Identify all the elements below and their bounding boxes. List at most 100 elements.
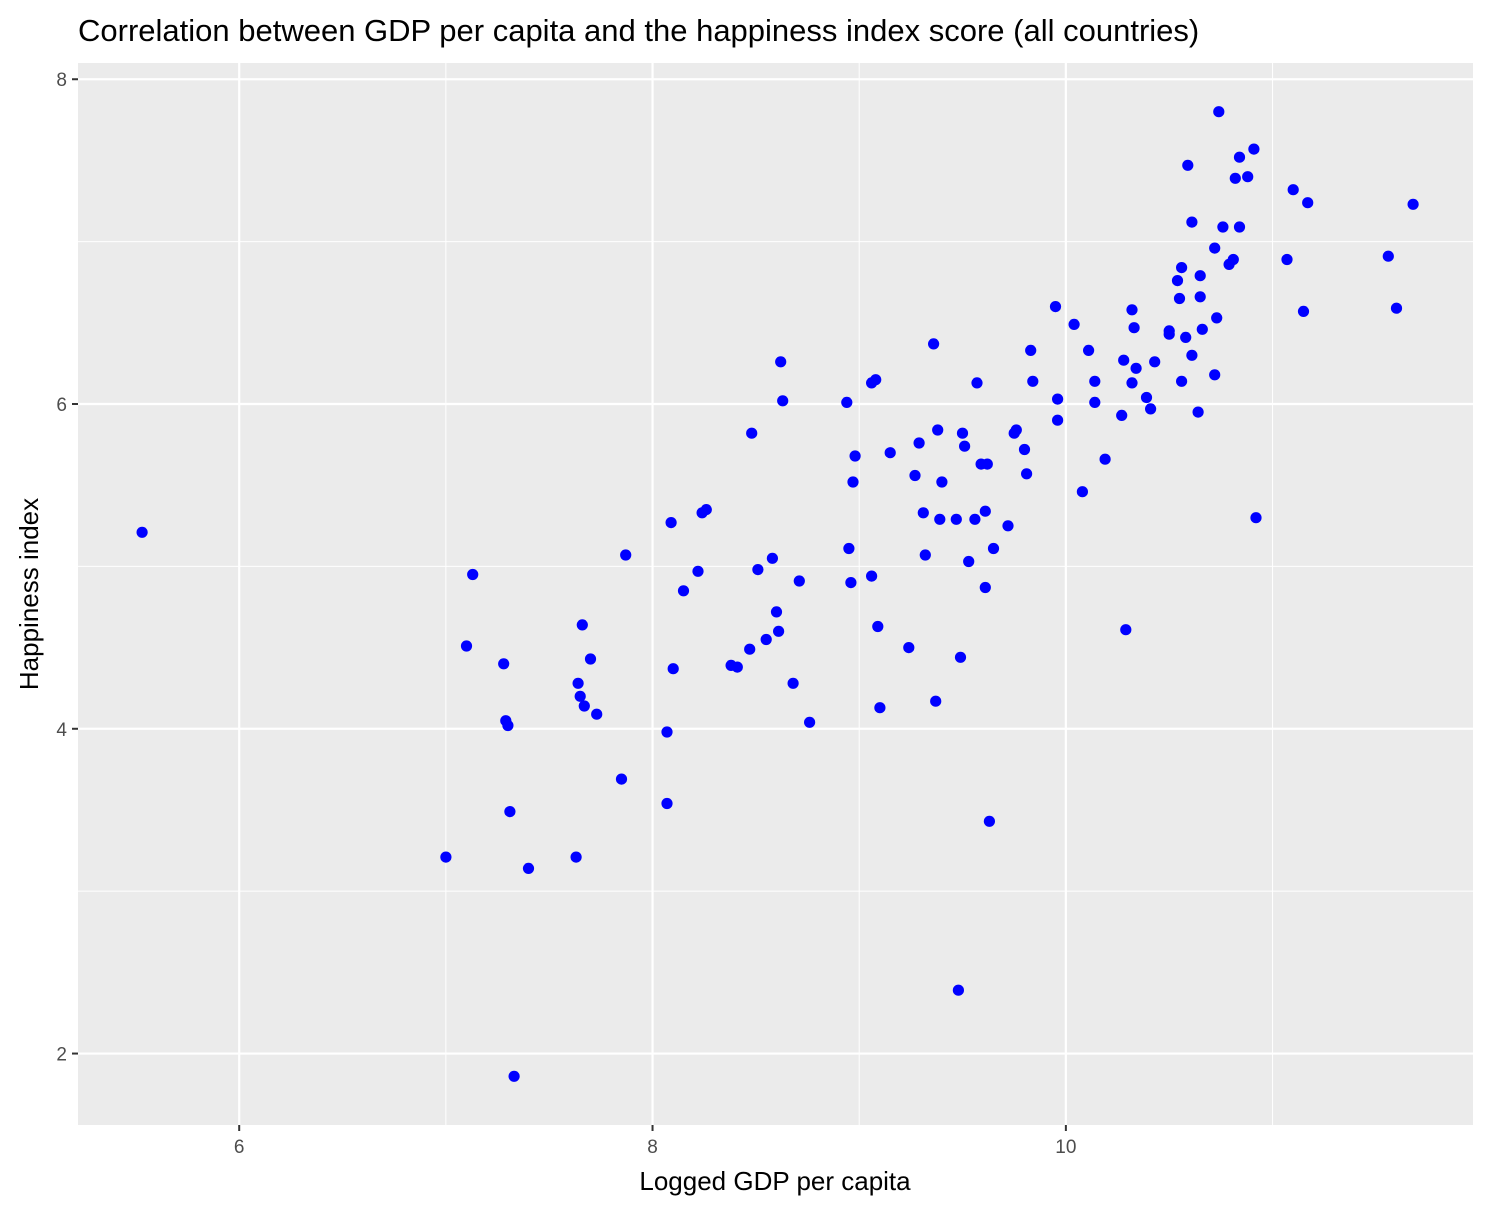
data-point [498, 658, 510, 670]
data-point [1211, 312, 1223, 324]
minor-gridlines [78, 63, 1473, 1125]
data-point [1209, 369, 1221, 381]
data-point [928, 338, 940, 350]
data-point [1233, 221, 1246, 233]
data-point [1089, 396, 1101, 408]
data-point [1140, 391, 1153, 404]
data-point [744, 643, 756, 655]
data-point [1171, 275, 1184, 287]
data-point [620, 549, 632, 561]
x-tick-label: 8 [647, 1137, 658, 1158]
data-point [950, 513, 962, 525]
data-point [578, 700, 590, 712]
y-axis-title: Happiness index [14, 498, 44, 690]
data-point [1021, 468, 1033, 480]
data-point [467, 568, 479, 581]
data-point [1083, 344, 1095, 356]
data-point [665, 517, 677, 529]
data-point [1390, 302, 1403, 314]
data-point [1186, 349, 1198, 361]
data-point [983, 815, 996, 827]
data-point [572, 677, 584, 689]
data-point [700, 504, 712, 516]
data-point [1248, 143, 1260, 155]
data-point [522, 862, 535, 875]
data-point [932, 424, 944, 436]
data-point [1382, 250, 1394, 262]
data-point [1227, 253, 1239, 266]
data-point [1099, 453, 1111, 465]
data-point [909, 469, 921, 482]
data-point [752, 564, 764, 576]
data-point [1130, 362, 1142, 374]
data-point [1018, 443, 1031, 456]
data-point [1076, 486, 1088, 498]
data-point [930, 695, 942, 707]
data-point [971, 377, 983, 389]
data-point [667, 663, 679, 675]
y-tick-label: 6 [56, 395, 67, 416]
data-point [979, 505, 991, 517]
data-point [963, 555, 975, 568]
data-point [849, 450, 861, 462]
data-point [845, 577, 857, 589]
data-point [1149, 356, 1161, 368]
x-axis: 6 8 10 [234, 1125, 1076, 1158]
data-point [870, 374, 882, 386]
data-point [1302, 197, 1314, 209]
data-point [874, 702, 886, 714]
data-point [1180, 331, 1192, 343]
data-point [934, 513, 946, 525]
data-point [570, 851, 582, 863]
x-tick-label: 10 [1055, 1137, 1076, 1158]
y-tick-label: 2 [56, 1045, 67, 1066]
data-point [746, 427, 758, 439]
data-point [1089, 375, 1101, 387]
data-point [959, 440, 971, 452]
data-point [1116, 409, 1128, 421]
data-points [136, 106, 1419, 1082]
data-point [1002, 520, 1014, 532]
data-point [1052, 393, 1064, 405]
data-point [1186, 216, 1198, 228]
data-point [1068, 318, 1080, 330]
data-point [884, 447, 896, 459]
data-point [760, 633, 772, 646]
data-point [1209, 242, 1221, 254]
data-point [777, 395, 789, 407]
data-point [1176, 375, 1188, 387]
data-point [841, 396, 853, 408]
data-point [502, 719, 514, 732]
data-point [1145, 403, 1157, 415]
data-point [1297, 305, 1310, 317]
data-point [766, 552, 779, 564]
data-point [1176, 262, 1188, 274]
data-point [677, 585, 690, 597]
data-point [504, 806, 516, 818]
data-point [1213, 106, 1225, 118]
x-tick-label: 6 [234, 1137, 245, 1158]
data-point [954, 651, 967, 663]
data-point [1194, 291, 1206, 303]
chart-title: Correlation between GDP per capita and t… [78, 13, 1199, 48]
data-point [576, 619, 588, 631]
data-point [843, 542, 855, 555]
data-point [952, 984, 965, 996]
data-point [574, 690, 586, 702]
data-point [1052, 414, 1064, 426]
data-point [584, 653, 597, 665]
data-point [1229, 172, 1241, 184]
data-point [1025, 344, 1037, 356]
data-point [787, 677, 799, 689]
data-point [917, 507, 929, 519]
data-point [847, 476, 859, 488]
plot-panel [78, 63, 1473, 1125]
data-point [661, 797, 673, 810]
data-point [136, 526, 148, 538]
data-point [1192, 406, 1204, 418]
data-point [1027, 375, 1039, 387]
data-point [1126, 304, 1138, 316]
data-point [872, 620, 884, 633]
data-point [1049, 301, 1062, 313]
